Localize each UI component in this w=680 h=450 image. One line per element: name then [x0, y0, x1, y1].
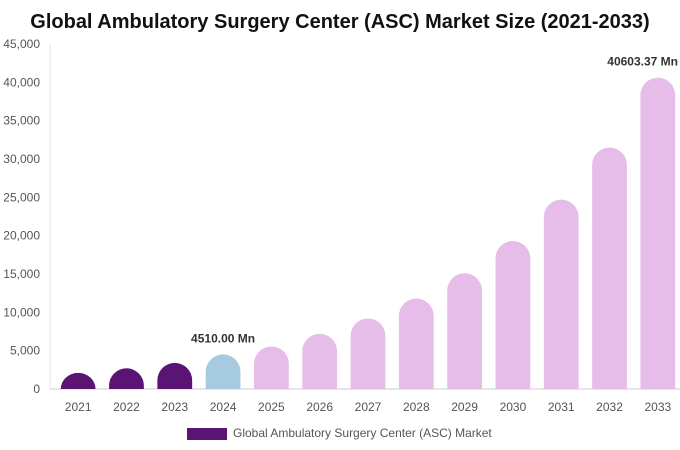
- y-tick-labels: 0 5,000 10,000 15,000 20,000 25,000 30,000 35,0…: [3, 37, 40, 396]
- bar-2029[interactable]: [447, 273, 483, 389]
- legend[interactable]: Global Ambulatory Surgery Center (ASC) M…: [187, 426, 492, 440]
- y-tick-label: 15,000: [3, 267, 40, 281]
- x-tick-label: 2033: [644, 400, 671, 414]
- y-tick-label: 20,000: [3, 229, 40, 243]
- x-tick-labels: 2021 2022 2023 2024 2025 2026 2027 2028 2029 2030…: [65, 400, 672, 414]
- data-labels: 4510.00 Mn 40603.37 Mn: [191, 55, 678, 346]
- y-tick-label: 0: [33, 382, 40, 396]
- x-tick-label: 2027: [355, 400, 382, 414]
- bar-2032[interactable]: [592, 147, 627, 389]
- bar-2031[interactable]: [543, 199, 579, 389]
- bar-2027[interactable]: [350, 318, 386, 389]
- bar-2030[interactable]: [495, 241, 531, 389]
- y-tick-label: 5,000: [10, 344, 40, 358]
- bar-2028[interactable]: [398, 298, 434, 389]
- bar-2023[interactable]: [157, 362, 193, 389]
- x-tick-label: 2024: [210, 400, 237, 414]
- data-label: 4510.00 Mn: [191, 331, 255, 345]
- chart-title: Global Ambulatory Surgery Center (ASC) M…: [30, 11, 649, 33]
- x-tick-label: 2021: [65, 400, 92, 414]
- legend-label: Global Ambulatory Surgery Center (ASC) M…: [233, 426, 492, 440]
- legend-swatch: [187, 428, 227, 440]
- bar-2021[interactable]: [60, 372, 96, 389]
- y-tick-label: 25,000: [3, 190, 40, 204]
- y-tick-label: 35,000: [3, 114, 40, 128]
- x-tick-label: 2032: [596, 400, 623, 414]
- x-tick-label: 2028: [403, 400, 430, 414]
- x-tick-label: 2029: [451, 400, 478, 414]
- data-label: 40603.37 Mn: [607, 55, 678, 69]
- bar-2024[interactable]: [205, 354, 241, 389]
- x-tick-label: 2022: [113, 400, 140, 414]
- x-tick-label: 2025: [258, 400, 285, 414]
- x-tick-label: 2031: [548, 400, 575, 414]
- x-tick-label: 2030: [500, 400, 527, 414]
- y-tick-label: 40,000: [3, 75, 40, 89]
- x-tick-label: 2026: [306, 400, 333, 414]
- x-tick-label: 2023: [161, 400, 188, 414]
- y-tick-label: 45,000: [3, 37, 40, 51]
- bar-2022[interactable]: [109, 368, 144, 389]
- y-tick-label: 10,000: [3, 305, 40, 319]
- y-tick-label: 30,000: [3, 152, 40, 166]
- bar-2025[interactable]: [253, 346, 289, 389]
- bar-2026[interactable]: [302, 333, 338, 389]
- bar-2033[interactable]: [640, 77, 676, 389]
- bars: [60, 77, 676, 389]
